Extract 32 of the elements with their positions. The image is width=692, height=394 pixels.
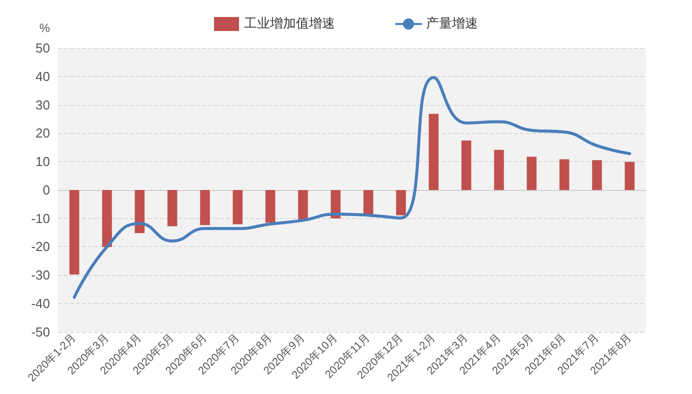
bar (363, 190, 374, 216)
y-tick-label: -30 (31, 268, 50, 283)
bar (167, 190, 178, 226)
y-tick-label: -10 (31, 210, 50, 226)
bar (526, 156, 537, 190)
y-axis-title: % (39, 21, 50, 35)
y-tick-label: 20 (36, 126, 50, 141)
bar (102, 190, 112, 248)
legend-label: 产量增速 (426, 16, 478, 32)
bar (494, 150, 504, 190)
bar (298, 190, 308, 220)
bar (265, 190, 276, 223)
bar (592, 160, 602, 190)
bar (559, 159, 570, 190)
bar (461, 140, 472, 190)
bar (69, 190, 80, 275)
bar (200, 190, 210, 226)
y-tick-label: 50 (36, 40, 50, 56)
y-tick-label: -40 (31, 296, 50, 311)
y-tick-label: 0 (42, 182, 50, 198)
y-tick-label: -20 (31, 239, 50, 254)
y-tick-label: 40 (36, 68, 50, 84)
legend-label: 工业增加值增速 (244, 16, 335, 32)
bar (624, 162, 635, 190)
bar (232, 190, 243, 224)
y-tick-label: 30 (36, 97, 50, 112)
bar (396, 190, 406, 216)
bar (134, 190, 145, 234)
bar (428, 114, 439, 190)
y-tick-label: -50 (31, 324, 50, 340)
line-series (72, 76, 632, 299)
y-tick-label: 10 (36, 154, 50, 170)
